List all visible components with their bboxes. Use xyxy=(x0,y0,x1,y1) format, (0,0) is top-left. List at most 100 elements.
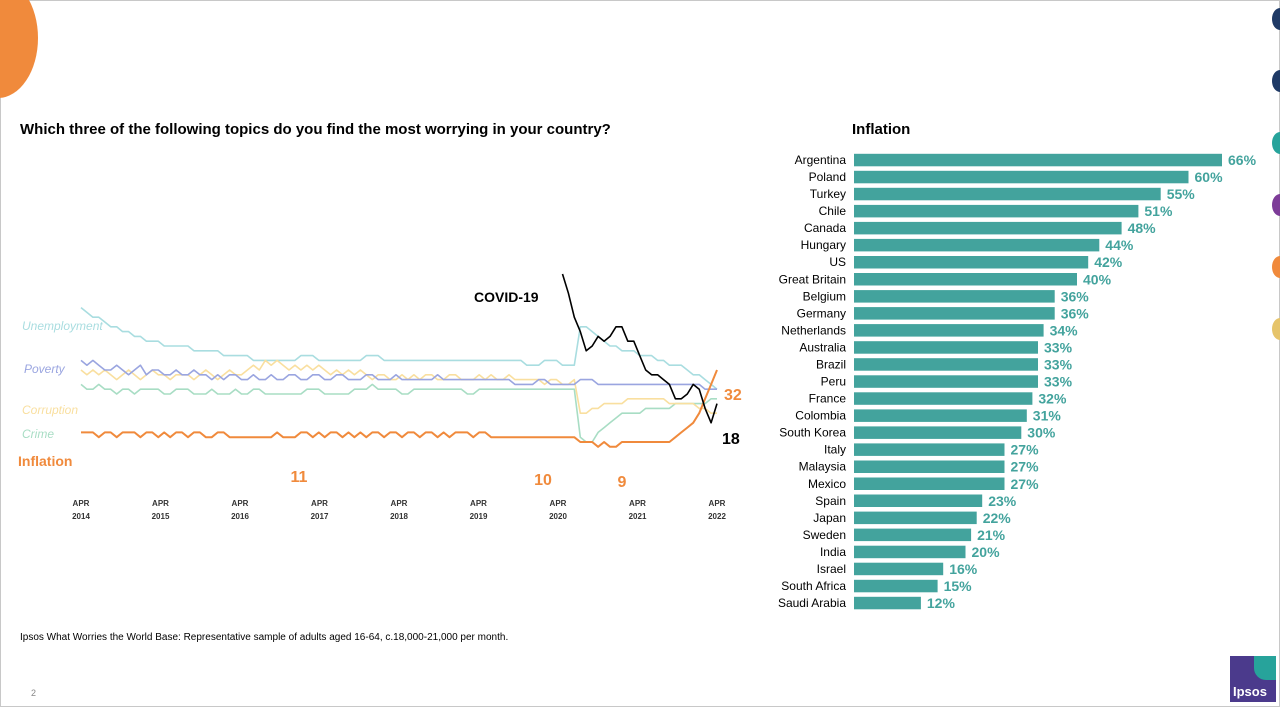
bar-category-label: Poland xyxy=(809,170,846,184)
bar-value-label: 51% xyxy=(1144,203,1173,219)
bar-category-label: US xyxy=(829,255,846,269)
bar-category-label: Australia xyxy=(799,340,846,354)
annotation-label: 9 xyxy=(618,474,627,491)
x-tick-month: APR xyxy=(311,499,328,508)
bar-value-label: 20% xyxy=(972,544,1001,560)
logo-text: Ipsos xyxy=(1233,684,1267,699)
bar-category-label: Netherlands xyxy=(781,323,846,337)
x-tick-month: APR xyxy=(629,499,646,508)
bar xyxy=(854,256,1089,269)
bar-value-label: 36% xyxy=(1061,305,1090,321)
bar-category-label: India xyxy=(820,545,846,559)
series-line-crime xyxy=(80,383,717,443)
series-line-covid xyxy=(561,273,718,424)
bar xyxy=(854,358,1038,371)
bar xyxy=(854,307,1055,320)
bar-category-label: Spain xyxy=(815,494,846,508)
bar-value-label: 48% xyxy=(1128,220,1157,236)
bar xyxy=(854,153,1222,167)
annotation-label: 10 xyxy=(534,472,552,489)
bar xyxy=(854,477,1005,490)
series-label-inflation: Inflation xyxy=(18,453,72,469)
bar xyxy=(854,204,1139,218)
x-tick-year: 2014 xyxy=(72,512,90,521)
series-line-inflation xyxy=(81,369,718,448)
bar xyxy=(854,426,1022,439)
bar-category-label: Malaysia xyxy=(799,460,847,474)
bar xyxy=(854,375,1038,388)
bar-value-label: 66% xyxy=(1228,152,1257,168)
bar xyxy=(854,392,1033,405)
x-tick-year: 2018 xyxy=(390,512,408,521)
bar-value-label: 42% xyxy=(1094,254,1123,270)
bar-value-label: 23% xyxy=(988,493,1017,509)
x-tick-month: APR xyxy=(73,499,90,508)
series-line-unemployment xyxy=(80,306,718,390)
bar-category-label: Canada xyxy=(804,221,846,235)
survey-question: Which three of the following topics do y… xyxy=(20,121,611,138)
bar-value-label: 31% xyxy=(1033,408,1062,424)
bar-category-label: Colombia xyxy=(795,409,846,423)
bar-category-label: South Korea xyxy=(779,426,846,440)
bar-value-label: 30% xyxy=(1027,425,1056,441)
x-tick-month: APR xyxy=(152,499,169,508)
bar xyxy=(854,341,1038,354)
series-label-unemployment: Unemployment xyxy=(22,319,103,333)
bar-category-label: France xyxy=(809,392,847,406)
bar-category-label: Germany xyxy=(797,306,846,320)
bar-category-label: Sweden xyxy=(803,528,846,542)
x-tick-year: 2015 xyxy=(152,512,170,521)
bar xyxy=(854,562,944,576)
bar-category-label: Saudi Arabia xyxy=(778,596,846,610)
bar xyxy=(854,545,966,559)
side-dot xyxy=(1272,70,1280,92)
bar-value-label: 34% xyxy=(1050,322,1079,338)
bar-category-label: Brazil xyxy=(816,357,846,371)
worries-trend-line-chart: Unemployment Poverty Corruption Crime Inflat… xyxy=(18,273,742,521)
x-tick-year: 2017 xyxy=(311,512,329,521)
side-dot xyxy=(1272,256,1280,278)
x-tick-year: 2019 xyxy=(470,512,488,521)
page-number: 2 xyxy=(31,688,37,698)
bar-value-label: 60% xyxy=(1195,169,1224,185)
x-tick-year: 2020 xyxy=(549,512,567,521)
bar xyxy=(854,443,1005,456)
bar-category-label: Belgium xyxy=(803,289,846,303)
side-dot xyxy=(1272,8,1280,30)
bar xyxy=(854,324,1044,337)
series-label-corruption: Corruption xyxy=(22,403,78,417)
annotation-label: 18 xyxy=(722,431,740,448)
bar-category-label: Hungary xyxy=(801,238,846,252)
bar-value-label: 27% xyxy=(1011,459,1040,475)
series-label-crime: Crime xyxy=(22,427,54,441)
bar-value-label: 33% xyxy=(1044,339,1073,355)
bar-category-label: Peru xyxy=(821,375,846,389)
side-dot xyxy=(1272,132,1280,154)
bar xyxy=(854,187,1161,201)
bar xyxy=(854,528,972,542)
bar-chart-title: Inflation xyxy=(852,121,911,138)
x-tick-year: 2022 xyxy=(708,512,726,521)
bar-value-label: 40% xyxy=(1083,271,1112,287)
bar xyxy=(854,290,1055,303)
annotation-label: 32 xyxy=(724,387,742,404)
bar xyxy=(854,238,1100,252)
bar xyxy=(854,221,1122,235)
bar-value-label: 16% xyxy=(949,561,978,577)
bar-value-label: 15% xyxy=(944,578,973,594)
inflation-country-bar-chart: Argentina 66% Poland 60% Turkey 55% Chile 51% Ca… xyxy=(778,152,1257,611)
bar-category-label: Chile xyxy=(819,204,847,218)
series-label-covid: COVID-19 xyxy=(474,289,539,305)
source-note: Ipsos What Worries the World Base: Repre… xyxy=(20,632,509,643)
bar-value-label: 12% xyxy=(927,595,956,611)
bar-value-label: 44% xyxy=(1105,237,1134,253)
x-tick-year: 2021 xyxy=(629,512,647,521)
series-label-poverty: Poverty xyxy=(24,362,66,376)
bar-category-label: Great Britain xyxy=(779,272,846,286)
bar-value-label: 21% xyxy=(977,527,1006,543)
bar xyxy=(854,170,1189,184)
logo-accent-shape xyxy=(1254,656,1276,680)
x-tick-month: APR xyxy=(232,499,249,508)
bar-category-label: Italy xyxy=(824,443,846,457)
bar-category-label: Turkey xyxy=(810,187,846,201)
